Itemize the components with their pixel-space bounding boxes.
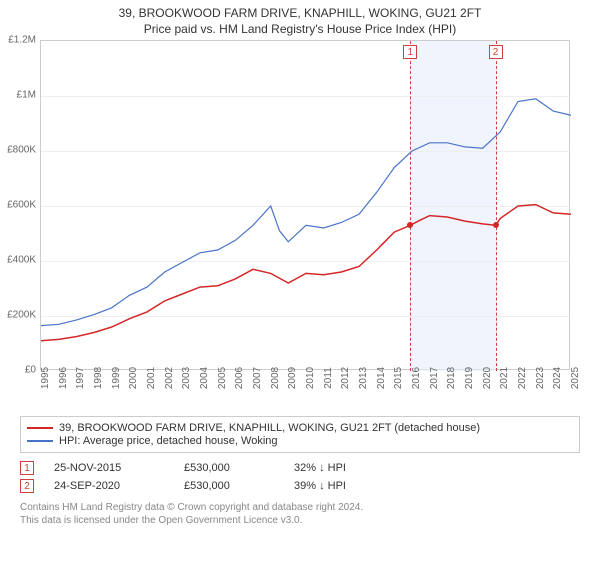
- x-tick-label: 1996: [58, 367, 69, 389]
- flag-marker-1: 1: [403, 45, 417, 59]
- x-tick-label: 2007: [252, 367, 263, 389]
- series-line-hpi: [41, 99, 571, 326]
- y-tick-label: £800K: [7, 145, 36, 156]
- sale-row: 1 25-NOV-2015 £530,000 32% ↓ HPI: [20, 459, 580, 477]
- y-tick-label: £200K: [7, 310, 36, 321]
- x-tick-label: 2000: [128, 367, 139, 389]
- chart-title: 39, BROOKWOOD FARM DRIVE, KNAPHILL, WOKI…: [0, 6, 600, 20]
- legend-row: HPI: Average price, detached house, Woki…: [27, 435, 573, 447]
- y-tick-label: £0: [25, 365, 36, 376]
- y-tick-label: £1M: [17, 90, 36, 101]
- x-axis-labels: 1995199619971998199920002001200220032004…: [40, 374, 570, 410]
- flag-box-1: 1: [20, 461, 34, 475]
- y-axis-labels: £0£200K£400K£600K£800K£1M£1.2M: [0, 40, 38, 370]
- chart-subtitle: Price paid vs. HM Land Registry's House …: [0, 22, 600, 36]
- x-tick-label: 2018: [446, 367, 457, 389]
- legend-label: 39, BROOKWOOD FARM DRIVE, KNAPHILL, WOKI…: [59, 422, 480, 434]
- legend-row: 39, BROOKWOOD FARM DRIVE, KNAPHILL, WOKI…: [27, 422, 573, 434]
- license-line: This data is licensed under the Open Gov…: [20, 514, 580, 527]
- x-tick-label: 2015: [393, 367, 404, 389]
- line-series-svg: [41, 41, 571, 371]
- legend: 39, BROOKWOOD FARM DRIVE, KNAPHILL, WOKI…: [20, 416, 580, 453]
- x-tick-label: 2025: [570, 367, 581, 389]
- x-tick-label: 2021: [499, 367, 510, 389]
- x-tick-label: 2011: [323, 367, 334, 389]
- x-tick-label: 2006: [234, 367, 245, 389]
- sale-relative: 32% ↓ HPI: [294, 462, 394, 474]
- x-tick-label: 2019: [464, 367, 475, 389]
- x-tick-label: 2008: [270, 367, 281, 389]
- x-tick-label: 2001: [146, 367, 157, 389]
- flag-marker-2: 2: [489, 45, 503, 59]
- legend-label: HPI: Average price, detached house, Woki…: [59, 435, 278, 447]
- x-tick-label: 2017: [429, 367, 440, 389]
- x-tick-label: 2014: [376, 367, 387, 389]
- legend-swatch: [27, 440, 53, 442]
- sale-price: £530,000: [184, 462, 274, 474]
- x-tick-label: 2012: [340, 367, 351, 389]
- x-tick-label: 2020: [482, 367, 493, 389]
- chart-area: 1 2 £0£200K£400K£600K£800K£1M£1.2M 19951…: [40, 40, 600, 410]
- x-tick-label: 1995: [40, 367, 51, 389]
- x-tick-label: 2004: [199, 367, 210, 389]
- y-tick-label: £400K: [7, 255, 36, 266]
- x-tick-label: 2022: [517, 367, 528, 389]
- x-tick-label: 2003: [181, 367, 192, 389]
- x-tick-label: 1998: [93, 367, 104, 389]
- x-tick-label: 1997: [75, 367, 86, 389]
- sale-price: £530,000: [184, 480, 274, 492]
- flag-box-2: 2: [20, 479, 34, 493]
- sale-date: 24-SEP-2020: [54, 480, 164, 492]
- x-tick-label: 2023: [535, 367, 546, 389]
- sale-marker-dot: [493, 222, 499, 228]
- sales-table: 1 25-NOV-2015 £530,000 32% ↓ HPI 2 24-SE…: [20, 459, 580, 495]
- sale-relative: 39% ↓ HPI: [294, 480, 394, 492]
- x-tick-label: 2013: [358, 367, 369, 389]
- x-tick-label: 2010: [305, 367, 316, 389]
- sale-marker-dot: [407, 222, 413, 228]
- plot-area: 1 2: [40, 40, 570, 370]
- legend-swatch: [27, 427, 53, 429]
- y-tick-label: £1.2M: [8, 35, 36, 46]
- x-tick-label: 2016: [411, 367, 422, 389]
- x-tick-label: 2002: [164, 367, 175, 389]
- x-tick-label: 2024: [552, 367, 563, 389]
- license-text: Contains HM Land Registry data © Crown c…: [20, 501, 580, 527]
- x-tick-label: 2009: [287, 367, 298, 389]
- x-tick-label: 1999: [111, 367, 122, 389]
- sale-row: 2 24-SEP-2020 £530,000 39% ↓ HPI: [20, 477, 580, 495]
- y-tick-label: £600K: [7, 200, 36, 211]
- license-line: Contains HM Land Registry data © Crown c…: [20, 501, 580, 514]
- sale-date: 25-NOV-2015: [54, 462, 164, 474]
- x-tick-label: 2005: [217, 367, 228, 389]
